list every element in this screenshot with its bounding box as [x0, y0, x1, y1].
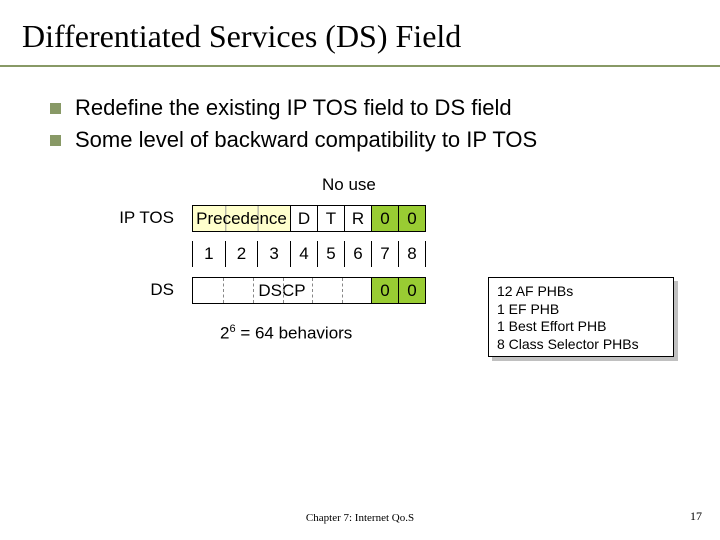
- bit-8: 8: [398, 241, 425, 267]
- info-line: 1 Best Effort PHB: [497, 318, 665, 336]
- bullet-item: Some level of backward compatibility to …: [50, 127, 720, 153]
- bit-4: 4: [290, 241, 317, 267]
- ds-0b: 0: [399, 278, 426, 304]
- slide-title: Differentiated Services (DS) Field: [0, 0, 720, 67]
- bullet-item: Redefine the existing IP TOS field to DS…: [50, 95, 720, 121]
- bit-numbers: 1 2 3 4 5 6 7 8: [192, 241, 426, 267]
- bit-2: 2: [225, 241, 258, 267]
- behaviors-text: 26 = 64 behaviors: [220, 323, 352, 344]
- footer-center: Chapter 7: Internet Qo.S: [0, 512, 720, 524]
- bullet-text: Some level of backward compatibility to …: [75, 127, 537, 153]
- bit-6: 6: [344, 241, 371, 267]
- info-box: 12 AF PHBs 1 EF PHB 1 Best Effort PHB 8 …: [488, 277, 674, 357]
- bit-1: 1: [193, 241, 226, 267]
- cell-t: T: [318, 206, 345, 232]
- page-number: 17: [690, 509, 702, 524]
- bit-3: 3: [258, 241, 291, 267]
- ds-row: DSCP 0 0: [192, 277, 426, 304]
- cell-r: R: [345, 206, 372, 232]
- ds-label: DS: [94, 280, 174, 300]
- no-use-label: No use: [322, 175, 376, 195]
- info-line: 12 AF PHBs: [497, 283, 665, 301]
- bullet-marker: [50, 135, 61, 146]
- bullet-text: Redefine the existing IP TOS field to DS…: [75, 95, 512, 121]
- cell-0a: 0: [372, 206, 399, 232]
- cell-0b: 0: [399, 206, 426, 232]
- info-line: 1 EF PHB: [497, 301, 665, 319]
- info-line: 8 Class Selector PHBs: [497, 336, 665, 354]
- diagram: No use IP TOS DS Precedence D T R 0 0 1 …: [0, 175, 720, 405]
- iptos-label: IP TOS: [94, 208, 174, 228]
- ds-0a: 0: [372, 278, 399, 304]
- dscp-cell: DSCP: [193, 278, 372, 304]
- bit-5: 5: [317, 241, 344, 267]
- precedence-cell: Precedence: [193, 206, 291, 232]
- bullet-list: Redefine the existing IP TOS field to DS…: [50, 95, 720, 153]
- bit-7: 7: [371, 241, 398, 267]
- iptos-row: Precedence D T R 0 0: [192, 205, 426, 232]
- cell-d: D: [291, 206, 318, 232]
- bullet-marker: [50, 103, 61, 114]
